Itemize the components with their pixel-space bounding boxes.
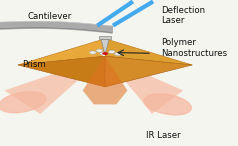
Text: IR Laser: IR Laser [146,131,180,140]
Polygon shape [5,56,105,114]
Polygon shape [105,39,192,65]
Polygon shape [101,39,109,55]
Ellipse shape [115,52,121,56]
Polygon shape [83,56,127,104]
Polygon shape [18,56,105,87]
Bar [99,36,111,39]
Ellipse shape [89,51,96,54]
Ellipse shape [108,50,115,53]
Polygon shape [105,56,192,87]
Ellipse shape [102,55,105,56]
Polygon shape [105,56,183,114]
Ellipse shape [144,94,191,115]
Ellipse shape [100,52,107,55]
Text: Polymer
Nanostructures: Polymer Nanostructures [161,39,227,58]
Text: Prism: Prism [22,60,46,69]
Text: Deflection
Laser: Deflection Laser [161,6,205,25]
Ellipse shape [0,92,46,113]
Polygon shape [18,39,105,65]
Ellipse shape [102,52,108,55]
Ellipse shape [96,49,103,52]
Text: Cantilever: Cantilever [27,12,71,21]
